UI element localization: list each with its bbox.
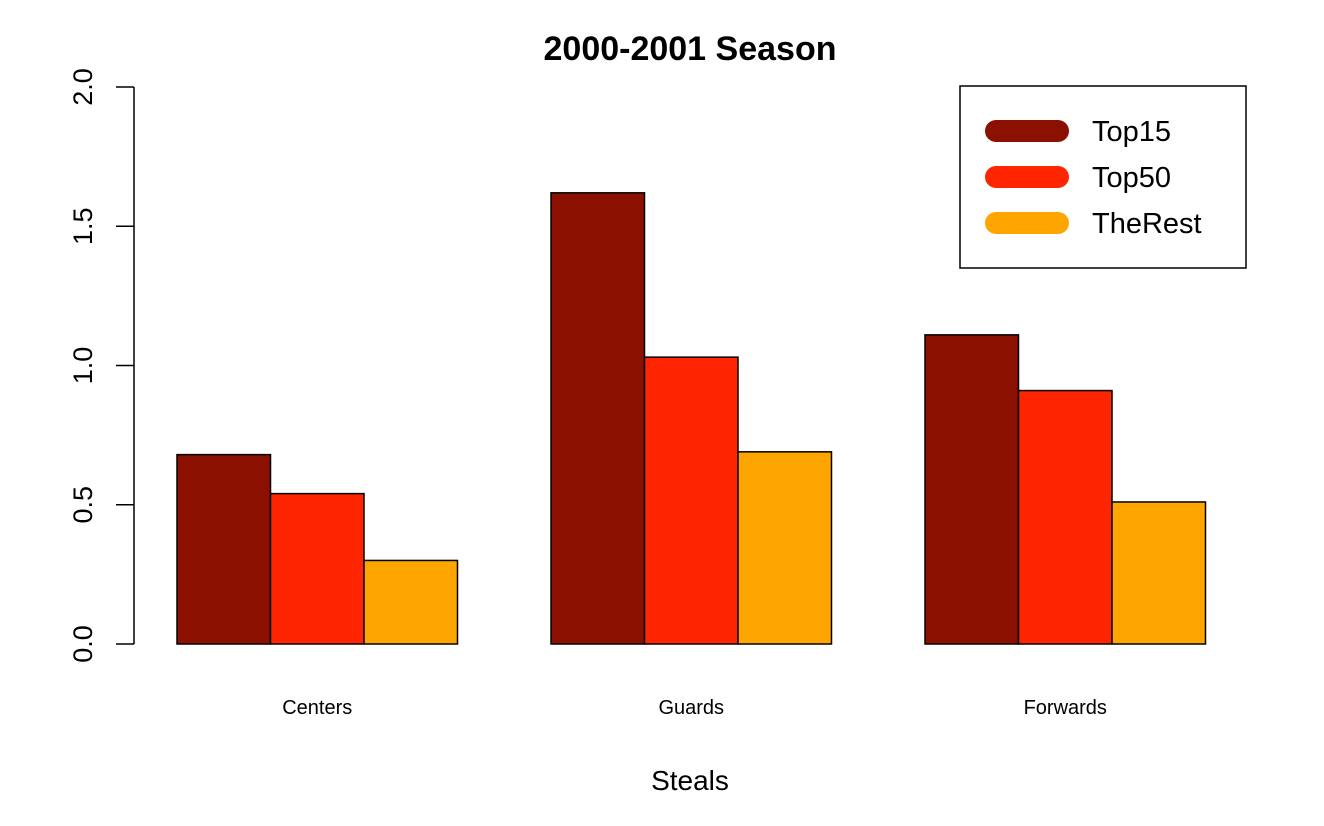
category-label: Forwards — [1024, 697, 1107, 719]
y-axis: 0.0 0.5 1.0 1.5 2.0 — [68, 68, 135, 663]
x-axis-label: Steals — [651, 765, 729, 796]
bar-top15-centers — [176, 453, 272, 645]
category-labels: Centers Guards Forwards — [282, 697, 1107, 719]
y-tick-label: 1.0 — [68, 347, 98, 385]
legend-label: Top50 — [1092, 162, 1171, 194]
bar-top15-guards — [550, 192, 646, 645]
legend-label: Top15 — [1092, 116, 1171, 148]
bar-top15-forwards — [924, 334, 1020, 645]
category-label: Centers — [282, 697, 352, 719]
bar-therest-forwards — [1111, 501, 1207, 645]
bars-group — [176, 192, 1207, 645]
y-tick-label: 0.0 — [68, 625, 98, 663]
bar-top50-guards — [643, 356, 739, 645]
y-tick-label: 2.0 — [68, 68, 98, 106]
bar-therest-guards — [737, 451, 833, 645]
y-tick-label: 0.5 — [68, 486, 98, 524]
category-label: Guards — [658, 697, 724, 719]
bar-therest-centers — [363, 559, 459, 645]
legend: Top15 Top50 TheRest — [959, 85, 1247, 269]
legend-label: TheRest — [1092, 208, 1202, 240]
bar-top50-centers — [269, 492, 365, 645]
bar-top50-forwards — [1017, 389, 1113, 645]
chart-title: 2000-2001 Season — [544, 30, 837, 68]
y-tick-label: 1.5 — [68, 207, 98, 245]
